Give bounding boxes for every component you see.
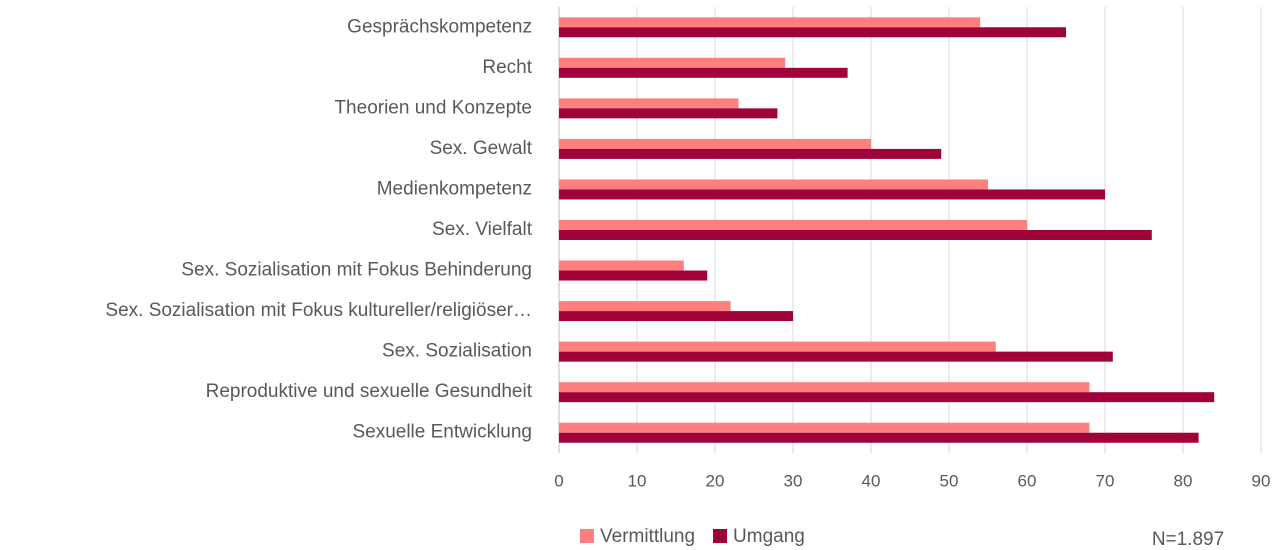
legend-swatch bbox=[580, 529, 594, 543]
x-tick-label: 30 bbox=[784, 471, 803, 490]
bar bbox=[559, 148, 942, 159]
bar bbox=[559, 67, 848, 78]
y-tick-label: Sex. Sozialisation bbox=[382, 341, 532, 362]
bar bbox=[559, 27, 1066, 38]
y-tick-label: Recht bbox=[482, 57, 532, 78]
y-tick-label: Gesprächskompetenz bbox=[347, 16, 532, 37]
bar bbox=[559, 341, 996, 352]
y-tick-label: Sex. Vielfalt bbox=[432, 219, 533, 240]
bar bbox=[559, 189, 1105, 200]
x-tick-label: 0 bbox=[554, 471, 563, 490]
bar bbox=[559, 230, 1152, 240]
bar bbox=[559, 179, 988, 190]
y-tick-label: Sexuelle Entwicklung bbox=[352, 422, 532, 443]
x-tick-label: 20 bbox=[706, 471, 725, 490]
legend-label: Umgang bbox=[733, 526, 805, 547]
y-tick-label: Sex. Gewalt bbox=[430, 138, 533, 159]
bar bbox=[559, 432, 1199, 443]
x-tick-label: 10 bbox=[628, 471, 647, 490]
bar bbox=[559, 351, 1113, 362]
x-tick-label: 60 bbox=[1018, 471, 1037, 490]
y-tick-label: Sex. Sozialisation mit Fokus Behinderung bbox=[181, 260, 532, 281]
bar bbox=[559, 57, 786, 68]
annotation: N=1.897 bbox=[1152, 529, 1224, 550]
y-tick-label: Medienkompetenz bbox=[377, 178, 532, 199]
legend-swatch bbox=[713, 529, 728, 543]
bar bbox=[559, 138, 871, 149]
y-tick-label: Theorien und Konzepte bbox=[334, 97, 532, 118]
bar bbox=[559, 98, 739, 109]
x-tick-label: 40 bbox=[862, 471, 881, 490]
bar bbox=[559, 270, 708, 281]
y-tick-label: Sex. Sozialisation mit Fokus kultureller… bbox=[105, 300, 532, 321]
bar bbox=[559, 220, 1027, 230]
bar bbox=[559, 392, 1215, 403]
x-tick-label: 70 bbox=[1096, 471, 1115, 490]
bar bbox=[559, 311, 793, 322]
bar bbox=[559, 108, 778, 119]
bar bbox=[559, 260, 684, 271]
bar bbox=[559, 17, 981, 28]
bar bbox=[559, 382, 1090, 393]
x-tick-label: 50 bbox=[940, 471, 959, 490]
x-tick-label: 80 bbox=[1174, 471, 1193, 490]
bar bbox=[559, 301, 731, 312]
legend-label: Vermittlung bbox=[600, 526, 695, 547]
bar bbox=[559, 422, 1090, 433]
y-tick-label: Reproduktive und sexuelle Gesundheit bbox=[206, 381, 533, 402]
x-tick-label: 90 bbox=[1252, 471, 1271, 490]
